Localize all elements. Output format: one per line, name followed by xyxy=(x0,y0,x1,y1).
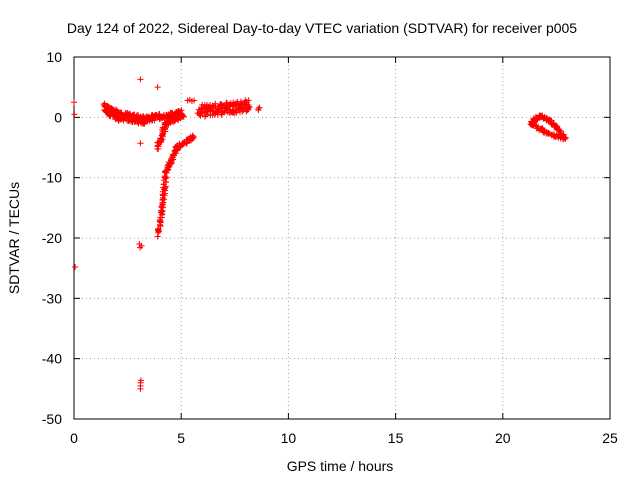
data-point xyxy=(255,105,262,112)
data-point xyxy=(137,76,144,83)
x-tick-label: 5 xyxy=(177,430,185,446)
x-tick-label: 20 xyxy=(495,430,511,446)
x-axis-label: GPS time / hours xyxy=(287,458,394,474)
data-point xyxy=(256,104,263,111)
data-point xyxy=(71,111,78,118)
x-tick-label: 0 xyxy=(70,430,78,446)
data-point xyxy=(176,142,183,149)
data-points xyxy=(71,76,569,392)
data-point xyxy=(137,140,144,147)
data-point xyxy=(71,99,77,106)
data-point xyxy=(137,377,144,384)
data-point xyxy=(72,263,79,270)
data-point xyxy=(246,104,253,111)
data-point xyxy=(161,126,168,133)
data-point xyxy=(562,135,569,142)
y-tick-label: -50 xyxy=(42,411,62,427)
y-tick-label: 10 xyxy=(46,49,62,65)
data-point xyxy=(191,97,198,104)
data-point xyxy=(137,244,144,251)
x-tick-labels: 0 5 10 15 20 25 xyxy=(70,430,618,446)
data-point xyxy=(137,385,144,392)
data-point xyxy=(154,84,161,91)
data-point xyxy=(237,102,244,109)
y-tick-label: -30 xyxy=(42,290,62,306)
axis-ticks xyxy=(73,56,611,420)
y-tick-labels: -50 -40 -30 -20 -10 0 10 xyxy=(42,49,62,427)
y-tick-label: -40 xyxy=(42,351,62,367)
x-tick-label: 25 xyxy=(602,430,618,446)
y-tick-label: -20 xyxy=(42,230,62,246)
x-tick-label: 10 xyxy=(281,430,297,446)
y-tick-label: 0 xyxy=(54,109,62,125)
y-tick-label: -10 xyxy=(42,170,62,186)
y-axis-label: SDTVAR / TECUs xyxy=(6,182,22,294)
data-point xyxy=(190,133,197,140)
chart-title: Day 124 of 2022, Sidereal Day-to-day VTE… xyxy=(67,20,577,36)
x-tick-label: 15 xyxy=(388,430,404,446)
data-point xyxy=(180,113,187,120)
data-point xyxy=(224,106,231,113)
data-point xyxy=(561,134,568,141)
grid-lines xyxy=(74,57,610,419)
data-point xyxy=(195,106,202,113)
